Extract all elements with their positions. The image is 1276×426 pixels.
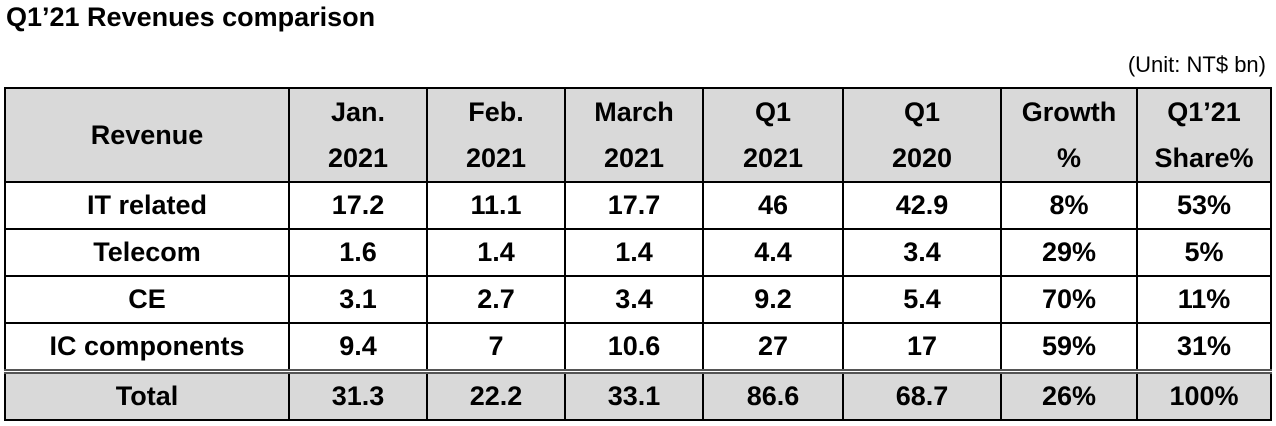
header-line: Q1	[903, 97, 941, 127]
data-row: Telecom 1.6 1.4 1.4 4.4 3.4 29% 5%	[4, 228, 1272, 277]
row-label: CE	[4, 275, 290, 324]
cell: 4.4	[702, 228, 844, 277]
header-line: 2021	[465, 143, 527, 173]
cell: 7	[426, 322, 566, 373]
cell: 10.6	[564, 322, 704, 373]
table-body: Revenue Jan. 2021 Feb. 2021 March 2021 Q1 2021 Q1…	[4, 87, 1272, 421]
total: Total 31.3 22.2 33.1 86.6 68.7 26% 100%	[4, 369, 1272, 421]
cell: 31%	[1136, 322, 1272, 373]
header-cell: Growth%	[1000, 87, 1138, 183]
header-line: March	[594, 97, 674, 127]
row-label: IC components	[4, 322, 290, 373]
cell: 3.4	[842, 228, 1002, 277]
cell: 68.7	[842, 369, 1002, 421]
header-cell: Q1’21 Share%	[1136, 87, 1272, 183]
header-cell: Feb. 2021	[426, 87, 566, 183]
header-line: Share%	[1154, 143, 1254, 173]
header-line: Feb.	[468, 97, 524, 127]
data-row: CE 3.1 2.7 3.4 9.2 5.4 70% 11%	[4, 275, 1272, 324]
unit-note: (Unit: NT$ bn)	[1127, 52, 1266, 77]
data-row: IC components 9.4 7 10.6 27 17 59% 31%	[4, 322, 1272, 373]
header-line: Revenue	[90, 120, 204, 150]
cell: 9.4	[288, 322, 428, 373]
header-line: Growth	[1021, 97, 1117, 127]
cell: 1.4	[426, 228, 566, 277]
cell: 17.7	[564, 181, 704, 230]
cell: 5.4	[842, 275, 1002, 324]
cell: 11%	[1136, 275, 1272, 324]
cell: 17.2	[288, 181, 428, 230]
cell: 33.1	[564, 369, 704, 421]
header-cell: Jan. 2021	[288, 87, 428, 183]
cell: 31.3	[288, 369, 428, 421]
header-line: Q1	[754, 97, 792, 127]
header-line: 2021	[603, 143, 665, 173]
header-line: Q1’21	[1167, 97, 1241, 127]
header-cell: Q1 2020	[842, 87, 1002, 183]
cell: 46	[702, 181, 844, 230]
header-row: Revenue Jan. 2021 Feb. 2021 March 2021 Q1 2021 Q1…	[4, 87, 1272, 183]
title: Q1’21 Revenues comparison	[6, 2, 376, 32]
cell: 27	[702, 322, 844, 373]
header-line: 2021	[742, 143, 804, 173]
cell: 5%	[1136, 228, 1272, 277]
header-line: %	[1056, 143, 1081, 173]
cell: 9.2	[702, 275, 844, 324]
cell: 3.4	[564, 275, 704, 324]
cell: 100%	[1136, 369, 1272, 421]
header-line: Jan.	[330, 97, 386, 127]
cell: 17	[842, 322, 1002, 373]
header-cell: March 2021	[564, 87, 704, 183]
cell: 1.6	[288, 228, 428, 277]
header-cell: Revenue	[4, 87, 290, 183]
cell: 29%	[1000, 228, 1138, 277]
cell: 8%	[1000, 181, 1138, 230]
cell: 26%	[1000, 369, 1138, 421]
row-label: Telecom	[4, 228, 290, 277]
data-row: IT related 17.2 11.1 17.7 46 42.9 8% 53%	[4, 181, 1272, 230]
cell: 53%	[1136, 181, 1272, 230]
cell: 86.6	[702, 369, 844, 421]
cell: 2.7	[426, 275, 566, 324]
cell: 1.4	[564, 228, 704, 277]
row-label: Total	[4, 369, 290, 421]
row-label: IT related	[4, 181, 290, 230]
header-line: 2020	[891, 143, 953, 173]
revenue-table: Revenue Jan. 2021 Feb. 2021 March 2021 Q1 2021 Q1…	[4, 87, 1272, 421]
header-cell: Q1 2021	[702, 87, 844, 183]
cell: 59%	[1000, 322, 1138, 373]
cell: 70%	[1000, 275, 1138, 324]
cell: 42.9	[842, 181, 1002, 230]
cell: 3.1	[288, 275, 428, 324]
cell: 11.1	[426, 181, 566, 230]
header-line: 2021	[327, 143, 389, 173]
cell: 22.2	[426, 369, 566, 421]
